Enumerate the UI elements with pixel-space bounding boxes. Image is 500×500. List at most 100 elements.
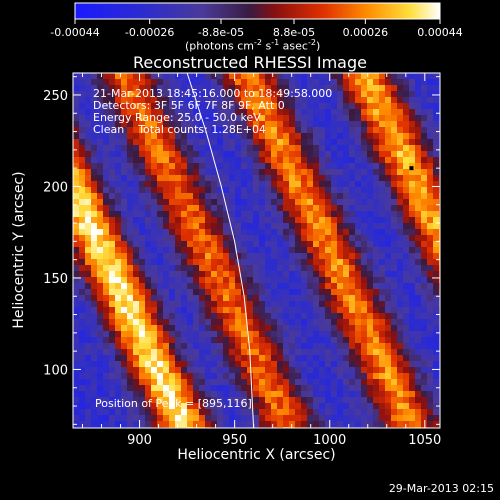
heatmap-cell [193,145,200,152]
heatmap-cell [79,139,86,146]
heatmap-cell [169,235,176,242]
heatmap-cell [223,187,230,194]
heatmap-cell [133,337,140,344]
heatmap-cell [175,253,182,260]
heatmap-cell [169,253,176,260]
heatmap-cell [205,253,212,260]
heatmap-cell [211,133,218,140]
heatmap-cell [175,169,182,176]
heatmap-cell [289,199,296,206]
heatmap-cell [349,229,356,236]
heatmap-cell [433,385,440,392]
heatmap-cell [313,379,320,386]
heatmap-cell [349,343,356,350]
heatmap-cell [403,391,410,398]
heatmap-cell [127,79,134,86]
heatmap-cell [73,133,80,140]
heatmap-cell [151,415,158,422]
heatmap-cell [157,253,164,260]
heatmap-cell [79,247,86,254]
heatmap-cell [343,421,350,428]
heatmap-cell [139,355,146,362]
heatmap-cell [163,307,170,314]
heatmap-cell [325,373,332,380]
heatmap-cell [193,283,200,290]
heatmap-cell [211,109,218,116]
heatmap-cell [295,97,302,104]
heatmap-cell [367,109,374,116]
heatmap-cell [193,355,200,362]
heatmap-cell [163,121,170,128]
heatmap-cell [73,121,80,128]
heatmap-cell [379,235,386,242]
heatmap-cell [73,241,80,248]
heatmap-cell [103,205,110,212]
heatmap-cell [361,109,368,116]
heatmap-cell [121,85,128,92]
heatmap-cell [235,391,242,398]
heatmap-cell [259,391,266,398]
heatmap-cell [277,367,284,374]
heatmap-cell [103,145,110,152]
heatmap-cell [109,247,116,254]
heatmap-cell [361,337,368,344]
heatmap-cell [385,355,392,362]
heatmap-cell [427,421,434,428]
heatmap-cell [127,97,134,104]
heatmap-cell [415,169,422,176]
heatmap-cell [217,277,224,284]
heatmap-cell [73,367,80,374]
heatmap-cell [409,145,416,152]
heatmap-cell [79,157,86,164]
heatmap-cell [295,169,302,176]
heatmap-cell [355,115,362,122]
heatmap-cell [403,331,410,338]
heatmap-cell [127,337,134,344]
heatmap-cell [277,247,284,254]
heatmap-cell [181,391,188,398]
heatmap-cell [373,235,380,242]
heatmap-cell [103,181,110,188]
heatmap-cell [229,379,236,386]
heatmap-cell [361,343,368,350]
heatmap-cell [217,415,224,422]
heatmap-cell [169,247,176,254]
heatmap-cell [187,181,194,188]
heatmap-cell [97,169,104,176]
heatmap-cell [91,139,98,146]
heatmap-cell [361,391,368,398]
heatmap-cell [361,331,368,338]
heatmap-cell [181,121,188,128]
heatmap-cell [127,409,134,416]
heatmap-cell [79,409,86,416]
heatmap-cell [217,85,224,92]
heatmap-cell [193,235,200,242]
heatmap-cell [199,403,206,410]
heatmap-cell [385,283,392,290]
heatmap-cell [85,145,92,152]
heatmap-cell [301,385,308,392]
heatmap-cell [97,199,104,206]
heatmap-cell [391,163,398,170]
heatmap-cell [199,109,206,116]
heatmap-cell [427,289,434,296]
heatmap-cell [73,325,80,332]
heatmap-cell [109,379,116,386]
heatmap-cell [295,127,302,134]
heatmap-cell [187,151,194,158]
heatmap-cell [361,103,368,110]
heatmap-cell [433,331,440,338]
heatmap-cell [367,175,374,182]
heatmap-cell [271,109,278,116]
heatmap-cell [235,409,242,416]
heatmap-cell [343,151,350,158]
heatmap-cell [325,199,332,206]
heatmap-cell [265,229,272,236]
heatmap-cell [307,97,314,104]
heatmap-cell [373,367,380,374]
heatmap-cell [415,337,422,344]
heatmap-cell [109,319,116,326]
heatmap-cell [259,289,266,296]
heatmap-cell [187,325,194,332]
heatmap-cell [139,169,146,176]
